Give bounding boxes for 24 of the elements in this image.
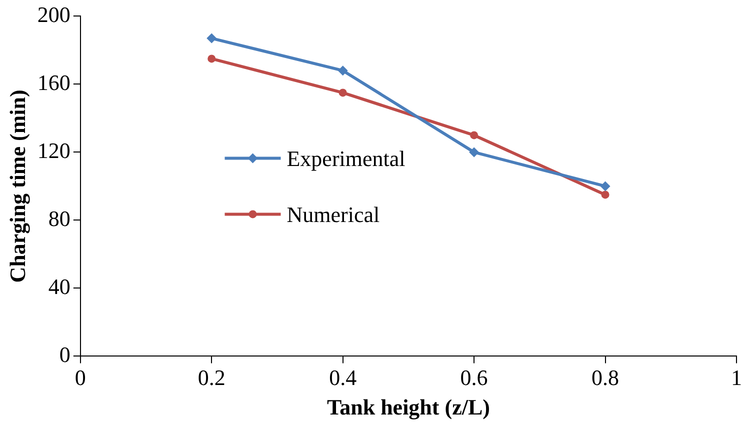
legend-label: Numerical [286, 202, 380, 227]
y-tick-label: 160 [37, 70, 70, 95]
x-axis-title: Tank height (z/L) [326, 394, 490, 420]
x-tick-label: 0.4 [329, 365, 357, 390]
point [469, 147, 480, 158]
y-tick-label: 120 [37, 138, 70, 163]
point [206, 33, 217, 44]
y-tick-label: 0 [59, 342, 70, 367]
x-tick-label: 0.6 [460, 365, 488, 390]
y-tick-label: 40 [48, 274, 70, 299]
y-tick-label: 80 [48, 206, 70, 231]
y-tick-label: 200 [37, 2, 70, 27]
legend-label: Experimental [286, 146, 406, 171]
point [600, 181, 610, 192]
point [338, 66, 348, 76]
x-tick-label: 0.8 [592, 365, 620, 390]
point [208, 54, 216, 63]
y-axis-title: Charging time (min) [4, 90, 30, 283]
x-tick-label: 0 [74, 365, 86, 390]
point [470, 131, 478, 140]
point [338, 88, 347, 97]
x-tick-label: 0.2 [198, 365, 226, 390]
point [601, 190, 610, 199]
x-tick-label: 1 [731, 365, 742, 390]
